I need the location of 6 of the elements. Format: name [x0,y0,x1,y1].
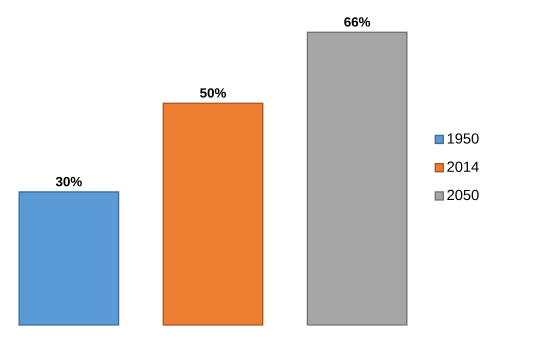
data-label: 30% [56,176,82,186]
legend-label: 2050 [447,190,479,200]
legend-label: 1950 [448,133,479,144]
data-label: 66% [344,17,370,27]
legend-label: 2014 [447,162,479,172]
data-label: 50% [200,88,226,98]
